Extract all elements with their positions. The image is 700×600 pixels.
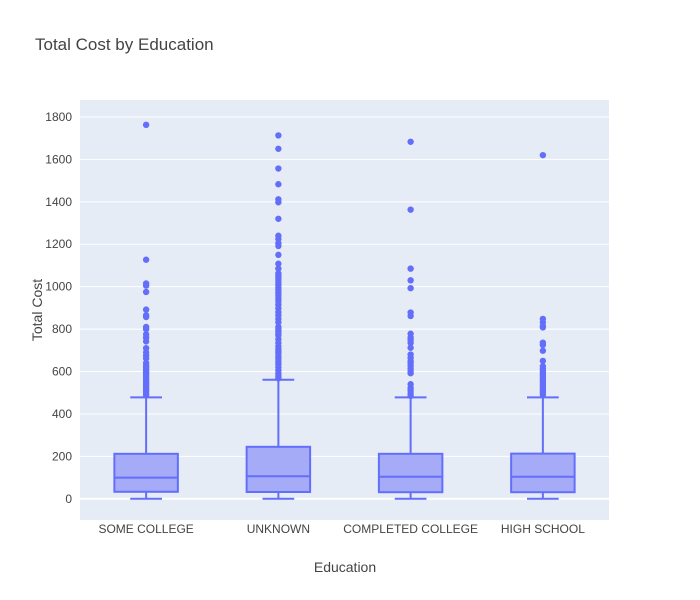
outlier-point (275, 132, 282, 139)
x-tick-label: HIGH SCHOOL (501, 522, 585, 536)
y-tick-label: 1600 (45, 152, 72, 166)
iqr-box (245, 445, 312, 493)
iqr-box (113, 452, 179, 493)
outlier-point (142, 313, 150, 321)
outlier-point (275, 181, 282, 188)
outlier-point (407, 284, 414, 292)
y-tick-label: 1400 (45, 195, 72, 209)
y-tick-label: 1000 (45, 280, 72, 294)
outlier-point (142, 256, 150, 263)
y-axis-title: Total Cost (29, 279, 45, 341)
outlier-point (539, 341, 547, 349)
outlier-point (407, 277, 414, 284)
chart-title: Total Cost by Education (35, 35, 214, 54)
outlier-point (407, 265, 414, 272)
x-tick-label: SOME COLLEGE (98, 522, 193, 536)
y-tick-label: 400 (52, 407, 72, 421)
plot-area (80, 100, 609, 520)
outlier-point (142, 355, 150, 362)
y-tick-label: 0 (65, 492, 72, 506)
outlier-point (275, 375, 282, 382)
outlier-point (275, 145, 282, 152)
y-axis-ticks: 0 200 400 600 800 1000 1200 1400 1600 1800 (45, 110, 72, 506)
outlier-point (539, 357, 547, 365)
outlier-point (407, 312, 414, 320)
box-trace (245, 132, 312, 500)
outlier-point (275, 165, 282, 172)
outlier-point (142, 338, 150, 345)
outlier-point (275, 251, 282, 259)
outlier-point (539, 324, 547, 331)
box-trace (510, 151, 576, 500)
iqr-box (377, 452, 444, 494)
x-tick-label: COMPLETED COLLEGE (343, 522, 478, 536)
y-tick-label: 600 (52, 365, 72, 379)
outlier-point (142, 288, 150, 296)
outlier-point (142, 282, 150, 289)
box-trace (377, 138, 444, 500)
outlier-point (142, 306, 150, 313)
outlier-point (142, 392, 150, 399)
outlier-point (275, 319, 282, 326)
outlier-point (275, 265, 282, 272)
outlier-point (407, 206, 414, 213)
outlier-point (275, 242, 282, 250)
outlier-point (539, 391, 547, 399)
outlier-point (275, 260, 282, 267)
box-series (113, 121, 576, 500)
outlier-point (407, 339, 414, 347)
x-axis-title: Education (314, 559, 376, 575)
box-trace (113, 121, 179, 500)
outlier-point (539, 151, 547, 159)
y-tick-label: 1200 (45, 237, 72, 251)
outlier-point (275, 199, 282, 206)
y-tick-label: 800 (52, 322, 72, 336)
outlier-point (407, 370, 414, 377)
x-tick-label: UNKNOWN (247, 522, 310, 536)
outlier-point (142, 325, 150, 333)
y-tick-label: 1800 (45, 110, 72, 124)
outlier-point (407, 344, 414, 351)
y-tick-label: 200 (52, 449, 72, 463)
outlier-point (407, 138, 414, 145)
gridlines (80, 116, 609, 500)
outlier-point (275, 215, 282, 222)
x-axis-ticks: SOME COLLEGE UNKNOWN COMPLETED COLLEGE HIGH… (98, 522, 585, 536)
outlier-point (407, 392, 414, 400)
outlier-point (539, 347, 547, 354)
iqr-box (510, 452, 576, 494)
outlier-point (142, 121, 150, 129)
